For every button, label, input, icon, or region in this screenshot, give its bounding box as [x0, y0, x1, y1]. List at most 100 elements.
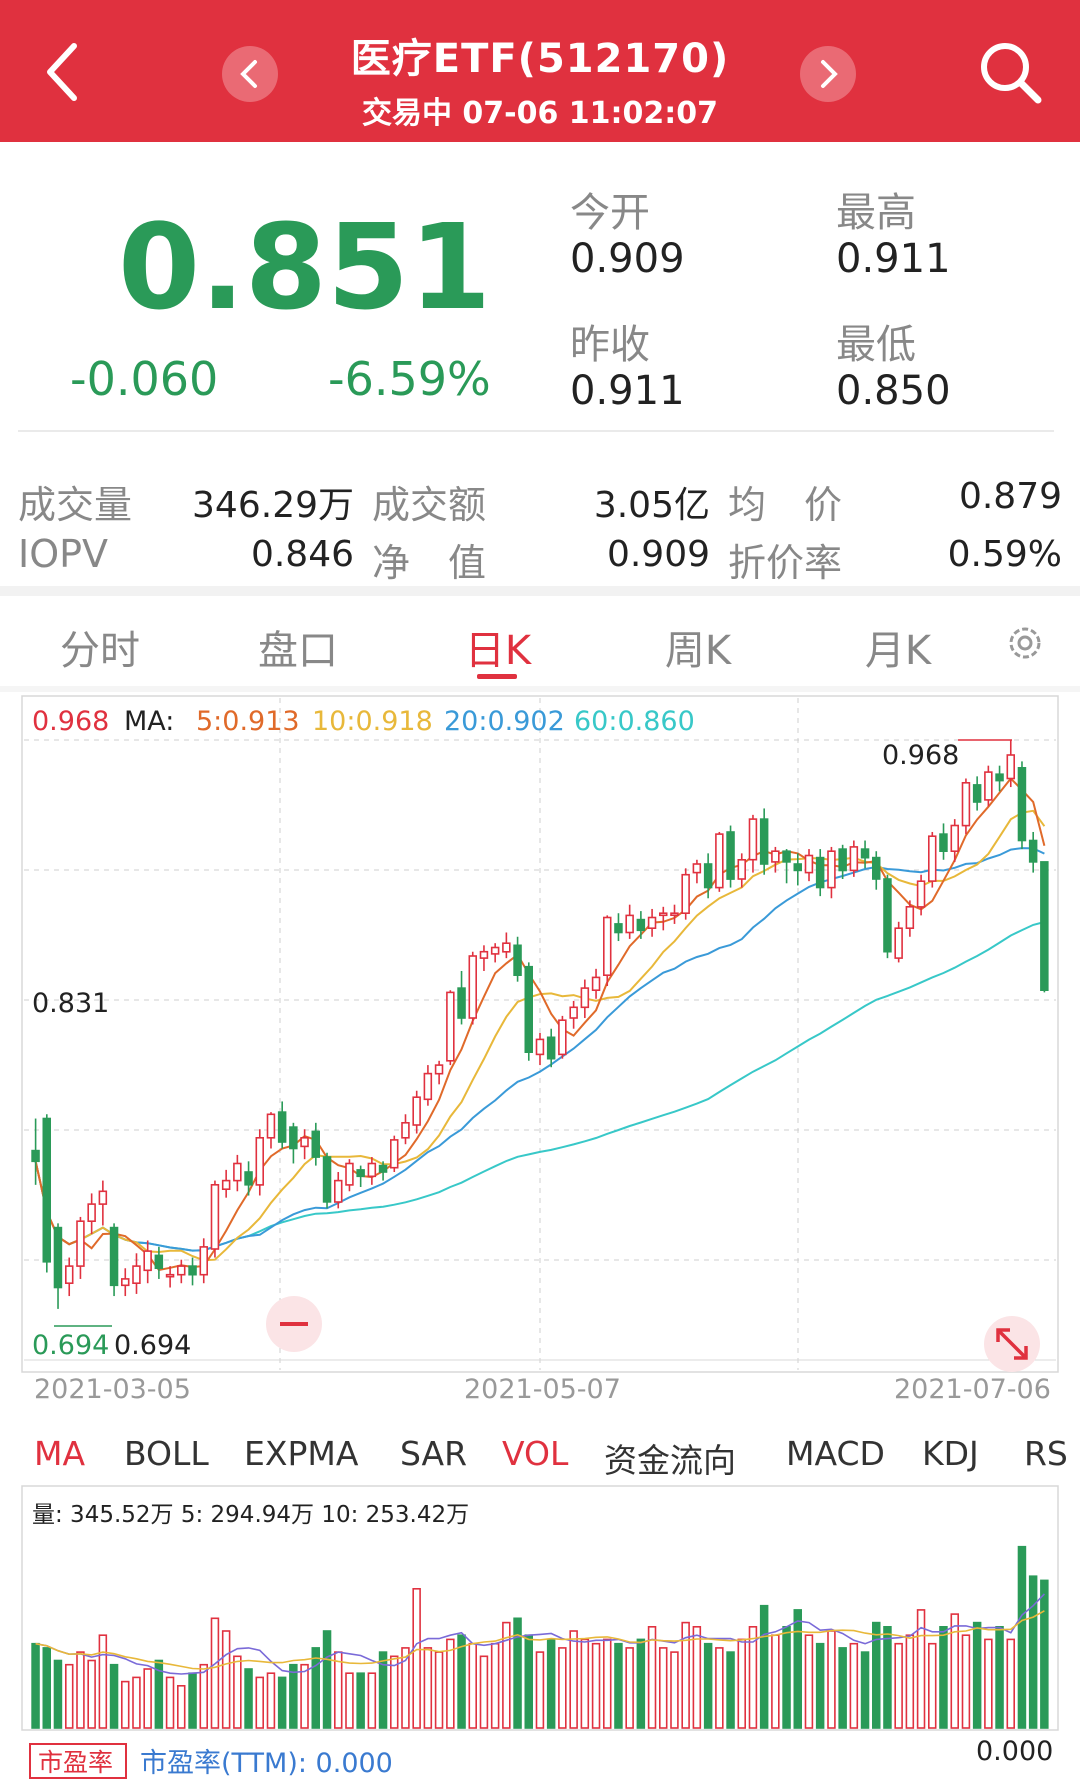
- volume-bar: [446, 1638, 455, 1729]
- candle-body: [490, 946, 500, 955]
- tab-orderbook[interactable]: 盘口: [258, 628, 338, 674]
- volume-bar: [849, 1642, 859, 1729]
- search-icon[interactable]: [976, 38, 1046, 108]
- trading-status: 交易中 07-06 11:02:07: [361, 96, 719, 131]
- candle-body: [31, 1149, 40, 1163]
- candle-body: [479, 950, 489, 959]
- pe-badge-label: 市盈率: [38, 1748, 113, 1777]
- candle-body: [838, 848, 847, 872]
- volume-bar: [333, 1651, 343, 1729]
- indicator-fund-flow[interactable]: 资金流向: [604, 1441, 736, 1480]
- candle-body: [401, 1121, 410, 1139]
- indicator-vol[interactable]: VOL: [502, 1434, 569, 1473]
- candle-body: [569, 1006, 578, 1019]
- indicator-macd[interactable]: MACD: [786, 1434, 885, 1473]
- tab-daily-k[interactable]: 日K: [464, 628, 532, 674]
- candle-body: [109, 1226, 119, 1287]
- candle-body: [759, 818, 769, 865]
- indicator-sar[interactable]: SAR: [400, 1434, 468, 1473]
- volume-chart[interactable]: 量: 345.52万 5: 294.94万 10: 253.42万 市盈率 市盈…: [0, 1482, 1080, 1786]
- volume-bar: [636, 1638, 646, 1729]
- volume-bar: [143, 1668, 152, 1729]
- candle-body: [849, 846, 859, 872]
- volume-bar: [289, 1663, 298, 1729]
- candle-body: [535, 1038, 545, 1056]
- amount-label: 成交额: [372, 483, 487, 527]
- indicator-ma[interactable]: MA: [34, 1434, 86, 1473]
- prev-stock-button[interactable]: [222, 46, 278, 102]
- candle-body: [636, 918, 646, 932]
- candle-body: [793, 863, 802, 872]
- page-title: 医疗ETF(512170): [350, 36, 730, 82]
- candle-body: [423, 1072, 433, 1101]
- pe-badge[interactable]: [29, 1743, 127, 1779]
- volume-bar: [569, 1630, 578, 1729]
- tab-monthly-k[interactable]: 月K: [864, 628, 932, 674]
- nav-value: 0.909: [606, 534, 710, 575]
- back-icon[interactable]: [42, 40, 82, 104]
- candle-body: [389, 1139, 399, 1169]
- volume-bar: [378, 1651, 388, 1729]
- volume-bar: [1040, 1579, 1049, 1729]
- candle-body: [681, 873, 690, 914]
- candle-body: [771, 850, 780, 863]
- section-gap: [0, 586, 1080, 596]
- volume-bar: [995, 1626, 1004, 1729]
- tab-weekly-k[interactable]: 周K: [664, 628, 732, 674]
- candle-body: [468, 955, 477, 1019]
- indicator-kdj[interactable]: KDJ: [922, 1434, 979, 1473]
- volume-bar: [602, 1638, 612, 1729]
- candle-body: [300, 1136, 309, 1148]
- volume-bar: [479, 1655, 489, 1729]
- candle-body: [647, 916, 657, 929]
- volume-bar: [367, 1672, 377, 1729]
- discount-value: 0.59%: [947, 534, 1062, 575]
- indicator-expma[interactable]: EXPMA: [244, 1434, 359, 1473]
- candle-body: [165, 1273, 175, 1278]
- volume-bar: [827, 1630, 836, 1729]
- volume-bar: [1017, 1545, 1027, 1729]
- candle-body: [154, 1254, 164, 1270]
- active-tab-indicator: [477, 674, 517, 679]
- date-start: 2021-03-05: [34, 1374, 191, 1405]
- volume-bar: [558, 1647, 567, 1729]
- volume-bar: [502, 1621, 511, 1729]
- volume-bar: [804, 1634, 814, 1729]
- ma10-value: 10:0.918: [312, 706, 433, 737]
- prev-close-label: 昨收: [570, 322, 650, 368]
- volume-bar: [838, 1647, 847, 1729]
- candle-body: [143, 1250, 152, 1272]
- candle-body: [446, 991, 455, 1062]
- tab-intraday[interactable]: 分时: [60, 628, 140, 674]
- indicator-rsi[interactable]: RS: [1024, 1434, 1068, 1473]
- candle-body: [76, 1220, 85, 1267]
- candle-body: [658, 912, 668, 917]
- indicator-boll[interactable]: BOLL: [124, 1434, 209, 1473]
- candle-body: [692, 863, 702, 874]
- candle-body: [726, 831, 735, 880]
- volume-bar: [815, 1642, 825, 1729]
- price-change-percent: -6.59%: [328, 352, 491, 406]
- ma-label: MA:: [124, 706, 174, 737]
- kline-chart[interactable]: 0.968 MA: 5:0.913 10:0.918 20:0.902 60:0…: [0, 692, 1080, 1412]
- volume-bar: [950, 1613, 959, 1729]
- iopv-value: 0.846: [250, 534, 354, 575]
- candle-body: [546, 1036, 556, 1060]
- volume-bar: [972, 1621, 982, 1729]
- candle-body: [210, 1183, 220, 1250]
- candle-body: [984, 771, 993, 801]
- gear-icon[interactable]: [1002, 620, 1048, 666]
- open-value: 0.909: [570, 236, 685, 282]
- volume-bar: [389, 1655, 399, 1729]
- volume-bar: [412, 1588, 421, 1729]
- candle-body: [289, 1126, 298, 1150]
- candle-body: [602, 916, 612, 977]
- volume-bar: [726, 1651, 735, 1729]
- volume-bar: [322, 1630, 332, 1729]
- mid-price-label: 0.831: [32, 988, 109, 1019]
- candle-body: [457, 987, 466, 1019]
- candle-body: [782, 850, 791, 863]
- volume-bar: [356, 1672, 365, 1729]
- next-stock-button[interactable]: [800, 46, 856, 102]
- ma60-value: 60:0.860: [574, 706, 695, 737]
